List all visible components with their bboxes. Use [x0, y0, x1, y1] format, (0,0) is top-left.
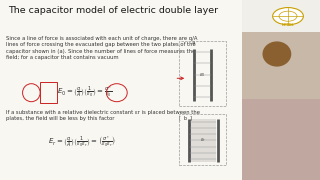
Ellipse shape [262, 41, 291, 67]
Text: $E_r = \left(\frac{q}{A}\right)\left(\frac{1}{\varepsilon_0\varepsilon_r}\right): $E_r = \left(\frac{q}{A}\right)\left(\fr… [48, 134, 116, 150]
Text: NPTEL: NPTEL [282, 22, 294, 26]
Bar [242, 32, 320, 180]
Text: a: a [192, 40, 195, 46]
Bar [0, 0, 242, 180]
Text: Since a line of force is associated with each unit of charge, there are q/A
line: Since a line of force is associated with… [6, 36, 197, 60]
Text: [  b  ]: [ b ] [179, 115, 191, 120]
Text: $\varepsilon_0$: $\varepsilon_0$ [199, 71, 206, 79]
Circle shape [273, 8, 303, 25]
Text: If a substance with a relative dielectric constant εr is placed between the
plat: If a substance with a relative dielectri… [6, 110, 200, 121]
Bar [242, 99, 320, 180]
Text: $\varepsilon_r$: $\varepsilon_r$ [200, 136, 206, 144]
Text: $E_0 = \left(\frac{q}{A}\right)\left(\frac{1}{\varepsilon_0}\right) = \frac{\sig: $E_0 = \left(\frac{q}{A}\right)\left(\fr… [57, 85, 113, 100]
Bar [190, 119, 216, 162]
Text: The capacitor model of electric double layer: The capacitor model of electric double l… [8, 6, 218, 15]
